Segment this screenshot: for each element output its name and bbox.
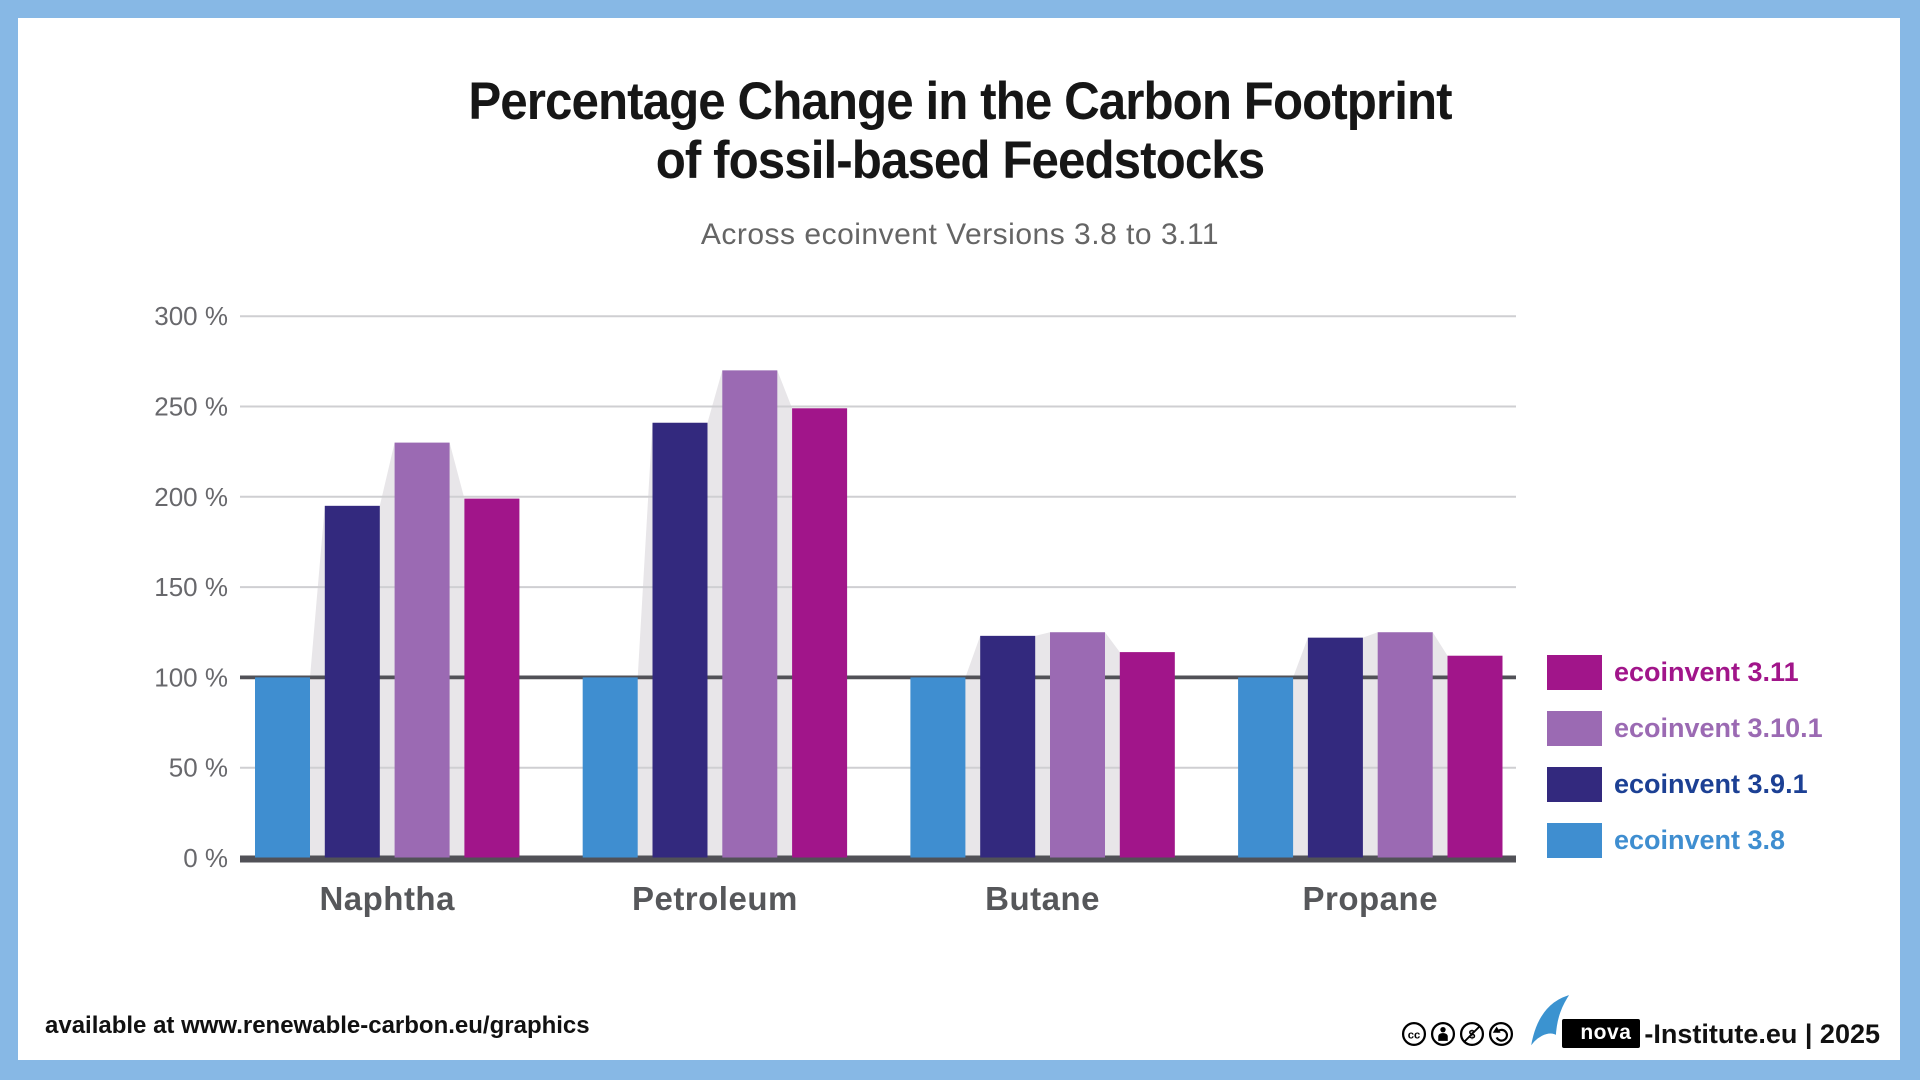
- legend-label: ecoinvent 3.10.1: [1614, 713, 1823, 743]
- cc-icon: cc: [1402, 1021, 1427, 1047]
- svg-text:300 %: 300 %: [154, 301, 228, 331]
- svg-text:Petroleum: Petroleum: [632, 880, 798, 917]
- cc-sa-icon: [1489, 1021, 1514, 1047]
- nova-logo: nova: [1524, 990, 1641, 1052]
- svg-text:150 %: 150 %: [154, 572, 228, 602]
- cc-by-icon: [1431, 1021, 1456, 1047]
- nova-swoosh-icon: [1528, 991, 1576, 1052]
- legend-item: ecoinvent 3.9.1: [1547, 767, 1823, 802]
- chart-subtitle: Across ecoinvent Versions 3.8 to 3.11: [700, 218, 1220, 251]
- svg-text:cc: cc: [1408, 1029, 1421, 1041]
- svg-text:Butane: Butane: [985, 880, 1100, 917]
- legend-swatch: [1547, 655, 1602, 690]
- chart-title-line1: Percentage Change in the Carbon Footprin…: [468, 72, 1452, 131]
- svg-text:Propane: Propane: [1303, 880, 1439, 917]
- svg-text:0 %: 0 %: [183, 843, 228, 873]
- legend-label: ecoinvent 3.8: [1614, 825, 1786, 855]
- legend-item: ecoinvent 3.8: [1547, 823, 1823, 858]
- legend: ecoinvent 3.11 ecoinvent 3.10.1 ecoinven…: [1547, 655, 1823, 879]
- chart-title: Percentage Change in the Carbon Footprin…: [67, 72, 1853, 191]
- legend-swatch: [1547, 711, 1602, 746]
- svg-text:100 %: 100 %: [154, 662, 228, 692]
- legend-swatch: [1547, 823, 1602, 858]
- cc-license-icons: cc $: [1401, 1021, 1514, 1047]
- cc-nc-icon: $: [1460, 1021, 1485, 1047]
- legend-item: ecoinvent 3.11: [1547, 655, 1823, 690]
- svg-text:50 %: 50 %: [169, 753, 228, 783]
- svg-text:200 %: 200 %: [154, 482, 228, 512]
- institute-year-text: -Institute.eu | 2025: [1644, 1019, 1880, 1049]
- svg-text:250 %: 250 %: [154, 392, 228, 422]
- legend-label: ecoinvent 3.9.1: [1614, 769, 1808, 799]
- svg-text:Naphtha: Naphtha: [319, 880, 455, 917]
- availability-text: available at www.renewable-carbon.eu/gra…: [45, 1012, 590, 1039]
- legend-label: ecoinvent 3.11: [1614, 657, 1799, 687]
- chart-title-line2: of fossil-based Feedstocks: [655, 131, 1265, 191]
- footer-attribution: cc $ nova -Institute.eu | 2025: [1401, 990, 1880, 1052]
- legend-swatch: [1547, 767, 1602, 802]
- nova-wordmark: nova: [1562, 1019, 1641, 1048]
- legend-item: ecoinvent 3.10.1: [1547, 711, 1823, 746]
